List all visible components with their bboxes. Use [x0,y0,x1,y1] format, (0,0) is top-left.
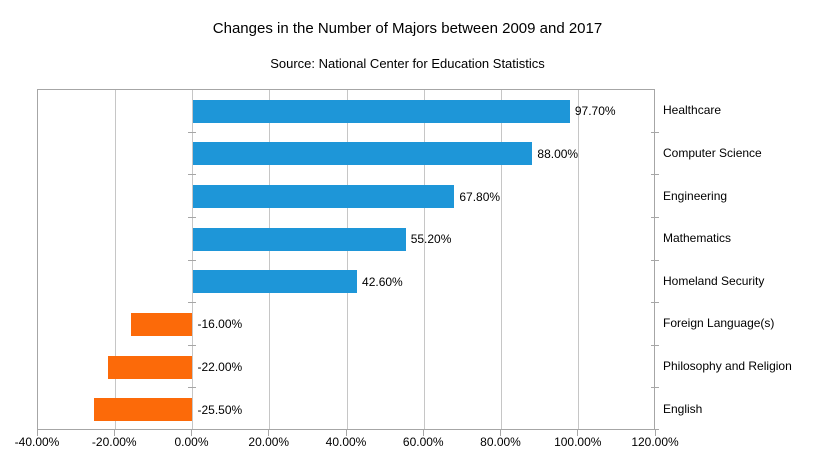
category-label: Homeland Security [663,273,765,288]
category-axis-tick [187,302,196,304]
category-label: Computer Science [663,145,762,160]
category-axis-tick [187,259,196,261]
x-axis-tick [577,430,579,436]
bar [192,99,570,123]
bar-value-label: -16.00% [197,317,243,332]
bar [94,398,193,422]
right-border-tick [651,131,659,133]
gridline [423,90,425,429]
category-axis-tick [187,387,196,389]
x-axis-tick [36,430,38,436]
bar [192,142,533,166]
gridline [346,90,348,429]
right-border-tick [651,387,659,389]
category-label: Engineering [663,188,728,203]
bar-value-label: -22.00% [197,360,243,375]
x-axis-tick [191,430,192,436]
x-axis-tick-label: -40.00% [14,435,60,449]
x-axis-tick [268,430,270,436]
bar-value-label: -25.50% [197,402,243,417]
x-axis-tick-label: 60.00% [402,435,444,449]
x-axis-tick-label: 0.00% [174,435,209,449]
x-axis-tick-label: 20.00% [248,435,290,449]
right-border-tick [651,259,659,261]
chart-subtitle: Source: National Center for Education St… [270,56,545,71]
right-border-tick [651,216,659,218]
x-axis-tick-label: -20.00% [91,435,137,449]
x-axis-tick [113,430,115,436]
x-axis-tick-label: 40.00% [325,435,367,449]
x-axis-tick [500,430,501,436]
bar-value-label: 67.80% [459,189,501,204]
category-axis-tick [187,344,196,346]
bar-value-label: 88.00% [537,146,579,161]
bar-value-label: 97.70% [574,104,616,119]
x-axis-tick-label: 120.00% [631,435,679,449]
gridline [501,90,502,429]
category-axis-tick [187,216,196,218]
category-label: Healthcare [663,103,722,118]
category-label: English [663,401,703,416]
category-axis-tick [187,174,196,176]
bar [130,312,193,336]
bar-value-label: 55.20% [410,232,452,247]
right-border-tick [651,429,659,430]
x-axis-tick-label: 100.00% [554,435,602,449]
right-border-tick [651,174,659,176]
bar-value-label: 42.60% [362,274,403,289]
category-label: Philosophy and Religion [663,359,792,374]
plot-area: 97.70% 88.00% 67.80% 55.20% 42.60% -16.00% -22… [37,89,655,430]
gridline [114,90,116,429]
right-border-tick [651,302,659,304]
gridline [578,90,580,429]
right-border-tick [651,344,659,346]
category-axis-tick [187,131,196,133]
x-axis-tick [422,430,424,436]
bar [192,185,455,209]
bar [192,270,358,294]
bar [107,355,193,379]
x-axis-tick [654,430,656,436]
gridline [269,90,271,429]
chart-title: Changes in the Number of Majors between … [212,20,603,37]
category-label: Foreign Language(s) [663,316,775,331]
x-axis-tick-label: 80.00% [480,435,521,449]
bar [192,227,406,251]
x-axis-tick [345,430,347,436]
category-label: Mathematics [663,231,732,246]
